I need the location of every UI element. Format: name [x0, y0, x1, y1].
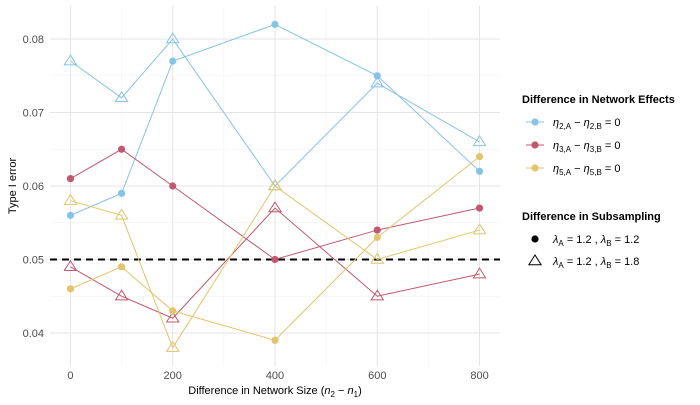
- series-line-eta5-diff: [70, 185, 480, 349]
- data-point: [472, 267, 487, 279]
- data-point: [117, 263, 126, 271]
- legend-key-point-diff: [527, 254, 543, 266]
- data-point: [117, 145, 126, 153]
- x-tick-label: 600: [368, 370, 386, 382]
- y-axis-title: Type I error: [7, 158, 19, 215]
- y-tick-label: 0.06: [23, 181, 44, 193]
- y-tick-label: 0.07: [23, 108, 44, 120]
- data-point: [165, 311, 180, 323]
- legend-label-eta5: η5,A​ − η5,B​ = 0: [553, 163, 620, 177]
- data-point: [169, 307, 177, 315]
- legend-key-point-eta5: [531, 164, 539, 172]
- legend-label-same: λA​ = 1.2 , λB​ = 1.2: [552, 234, 639, 248]
- data-point: [370, 289, 385, 301]
- series-line-eta2-same: [70, 23, 480, 216]
- legend-title-network-effects: Difference in Network Effects: [522, 94, 675, 106]
- data-point: [373, 226, 381, 234]
- data-point: [63, 54, 78, 66]
- x-tick-label: 0: [67, 370, 73, 382]
- data-point: [66, 285, 75, 293]
- data-point: [63, 193, 78, 205]
- x-tick-label: 200: [164, 370, 182, 382]
- data-point: [472, 223, 487, 235]
- legend-label-eta2: η2,A​ − η2,B​ = 0: [553, 117, 620, 131]
- series-line-eta3-same: [70, 148, 480, 261]
- data-point: [373, 72, 381, 80]
- data-point: [370, 76, 385, 88]
- legend-title-subsampling: Difference in Subsampling: [522, 211, 661, 223]
- y-tick-label: 0.05: [23, 254, 44, 266]
- x-tick-label: 800: [470, 370, 488, 382]
- data-point: [114, 289, 129, 301]
- data-point: [169, 182, 177, 190]
- series-line-eta2-diff: [70, 38, 480, 187]
- x-axis-title: Difference in Network Size (n2​ − n1​): [188, 385, 362, 399]
- series-line-eta3-diff: [70, 207, 480, 319]
- legend-key-point-eta2: [531, 118, 539, 126]
- data-point: [475, 167, 484, 175]
- data-point: [114, 90, 129, 103]
- data-point: [267, 179, 283, 191]
- series-layer: [63, 20, 487, 352]
- data-point: [271, 336, 279, 344]
- data-point: [169, 57, 177, 65]
- axis-layer: 0 200 400 600 800 0.04 0.05 0.06 0.07 0.08 Differe…: [7, 34, 489, 399]
- data-point: [114, 208, 129, 220]
- legend-label-eta3: η3,A​ − η3,B​ = 0: [553, 140, 620, 154]
- series-line-eta5-same: [70, 156, 480, 341]
- data-point: [66, 175, 75, 183]
- y-tick-label: 0.08: [23, 34, 44, 46]
- data-point: [165, 340, 180, 352]
- data-point: [271, 255, 279, 264]
- grid-layer: [50, 6, 500, 366]
- x-tick-label: 400: [266, 370, 284, 382]
- y-tick-label: 0.04: [23, 328, 44, 340]
- legend-layer: Difference in Network Effects η2,A​ − η2,…: [522, 94, 675, 270]
- data-point: [373, 233, 381, 242]
- data-point: [63, 259, 78, 272]
- data-point: [117, 189, 126, 197]
- data-point: [165, 32, 180, 44]
- data-point: [271, 20, 279, 28]
- data-point: [475, 153, 484, 161]
- data-point: [370, 252, 385, 264]
- data-point: [267, 201, 283, 213]
- data-point: [475, 204, 484, 212]
- data-point: [66, 211, 75, 219]
- data-point: [472, 134, 487, 147]
- legend-key-point-eta3: [531, 141, 539, 149]
- legend-key-point-same: [531, 235, 539, 243]
- legend-label-diff: λA​ = 1.2 , λB​ = 1.8: [552, 256, 639, 270]
